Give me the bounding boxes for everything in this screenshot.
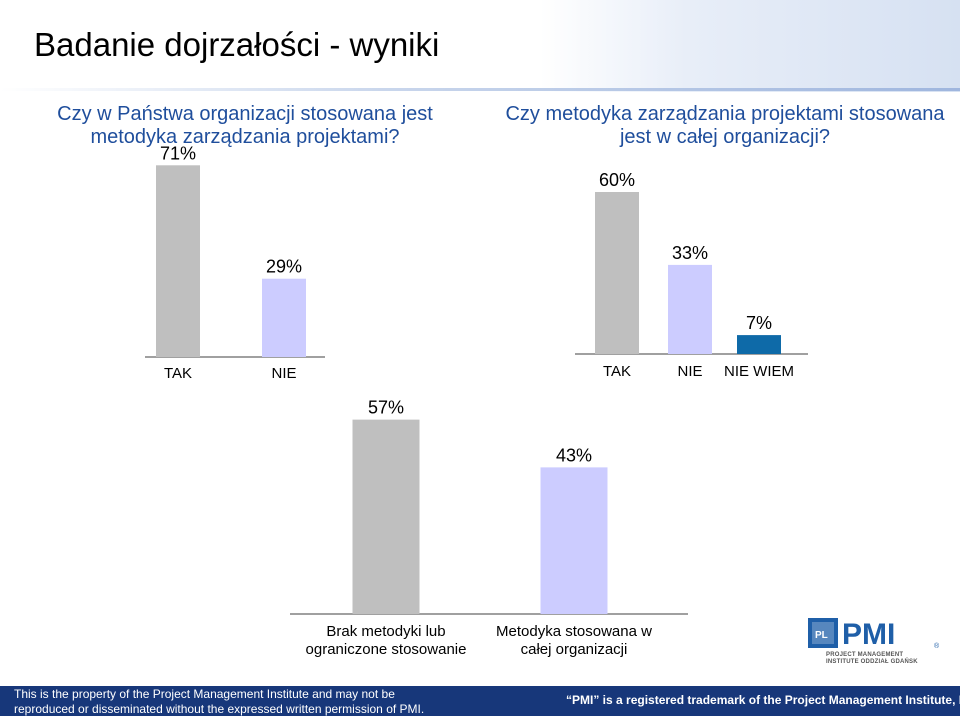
chart-1-bar [668, 264, 712, 354]
svg-text:®: ® [934, 642, 940, 650]
chart-2-data-label: 43% [556, 445, 592, 465]
chart-2-bar [352, 419, 420, 614]
pmi-logo-icon: PL PMI ® [808, 618, 940, 651]
chart-2-category-label: Brak metodyki lub [326, 623, 445, 640]
chart-0-bar [262, 278, 306, 357]
chart-0-category-label: NIE [271, 365, 296, 382]
chart-0-bar [156, 165, 200, 357]
svg-text:PMI: PMI [842, 618, 895, 651]
slide-title: Badanie dojrzałości - wyniki [34, 26, 440, 63]
logo-tagline: PROJECT MANAGEMENT INSTITUTE ODDZIAŁ GDA… [826, 652, 918, 665]
header-divider [0, 88, 960, 91]
chart-1-data-label: 33% [672, 243, 708, 263]
chart-0-data-label: 29% [266, 257, 302, 277]
question-1: Czy w Państwa organizacji stosowana jest… [57, 103, 433, 148]
chart-1-data-label: 60% [599, 170, 635, 190]
chart-2-bar [540, 467, 608, 614]
chart-1-bar [737, 335, 781, 354]
footer-bar [0, 686, 960, 716]
svg-text:PL: PL [815, 630, 828, 641]
chart-2-category-label: Metodyka stosowana w [496, 623, 652, 640]
chart-1-category-label: NIE WIEM [724, 363, 794, 380]
footer-copyright: This is the property of the Project Mana… [14, 687, 425, 716]
footer-trademark: “PMI” is a registered trademark of the P… [566, 693, 960, 707]
question-2: Czy metodyka zarządzania projektami stos… [505, 103, 945, 148]
header-gradient [540, 0, 960, 92]
chart-1-category-label: NIE [677, 363, 702, 380]
chart-2-data-label: 57% [368, 398, 404, 418]
chart-1-category-label: TAK [603, 363, 631, 380]
chart-1-data-label: 7% [746, 313, 772, 333]
chart-0-category-label: TAK [164, 365, 192, 382]
chart-2-category-label: całej organizacji [521, 641, 628, 658]
chart-1-bar [595, 192, 639, 354]
chart-2-category-label: ograniczone stosowanie [306, 641, 467, 658]
